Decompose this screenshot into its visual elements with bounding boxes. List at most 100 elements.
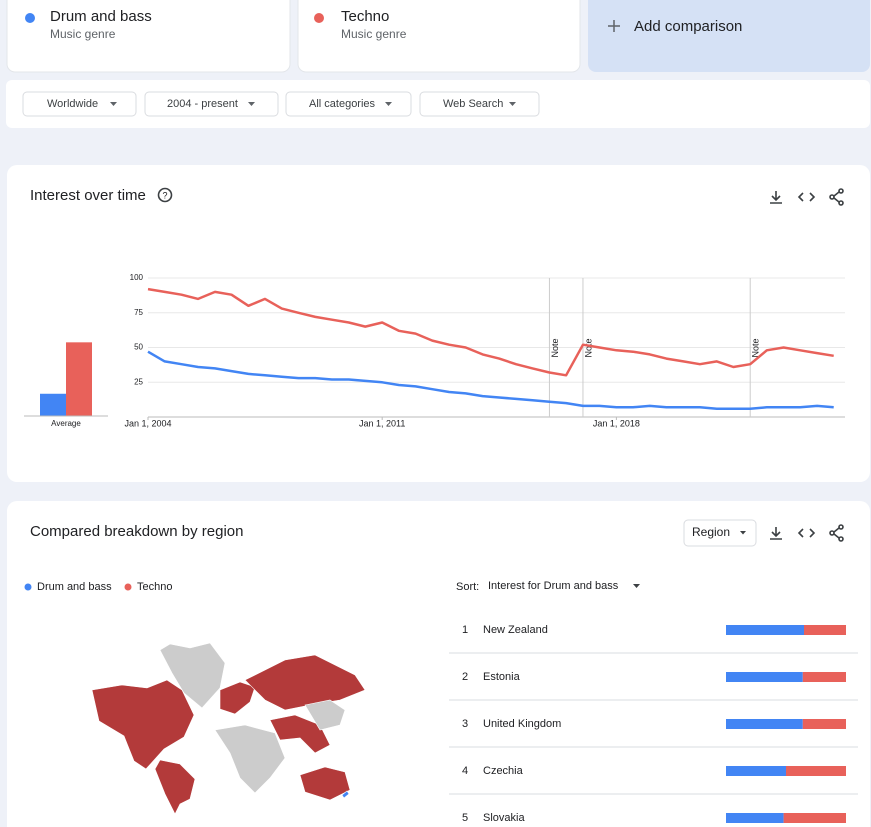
y-tick-label: 100 — [130, 273, 144, 282]
panel — [7, 501, 870, 827]
map-region — [299, 766, 351, 801]
term-subtitle: Music genre — [341, 27, 407, 41]
legend-label: Drum and bass — [37, 581, 112, 593]
row-name: Slovakia — [483, 812, 525, 824]
map-region — [154, 759, 196, 815]
share-node — [838, 524, 844, 530]
share-link — [833, 191, 840, 203]
filter-label: 2004 - present — [167, 98, 238, 110]
share-icon[interactable] — [829, 188, 844, 206]
x-tick-label: Jan 1, 2011 — [359, 418, 405, 428]
map-region — [219, 681, 256, 715]
panel-title: Interest over time — [30, 187, 146, 204]
x-tick-label: Jan 1, 2004 — [124, 418, 171, 428]
y-tick-label: 50 — [134, 343, 143, 352]
row-rank: 3 — [462, 718, 468, 730]
panel-title: Compared breakdown by region — [30, 523, 243, 540]
world-map — [91, 642, 366, 815]
x-tick-label: Jan 1, 2018 — [593, 418, 640, 428]
share-node — [838, 188, 844, 194]
legend-dot — [124, 583, 132, 591]
series-line — [147, 287, 834, 377]
map-region — [304, 699, 346, 731]
share-bar — [802, 719, 846, 729]
series-line — [147, 350, 834, 410]
add-comparison[interactable] — [588, 0, 870, 72]
map-region — [269, 714, 331, 754]
share-bar — [802, 672, 846, 682]
share-bar — [726, 766, 786, 776]
share-node — [829, 194, 835, 200]
region-dropdown[interactable] — [683, 519, 757, 547]
note-label: Note — [583, 338, 593, 357]
term-name: Techno — [341, 8, 389, 25]
dropdown-arrow — [110, 102, 117, 106]
term-card[interactable] — [6, 0, 291, 73]
share-bar — [726, 719, 803, 729]
term-dot — [25, 13, 35, 23]
help-circle — [157, 187, 173, 203]
filter-button[interactable] — [285, 91, 412, 117]
map-region — [91, 679, 195, 770]
filter-button[interactable] — [22, 91, 137, 117]
add-comparison-label: Add comparison — [634, 18, 742, 35]
share-bar — [786, 766, 846, 776]
filter[interactable]: Worldwide 2004 - present All categories … — [22, 91, 540, 117]
plus-icon — [608, 20, 620, 32]
panel — [7, 165, 870, 482]
share-bar — [804, 625, 846, 635]
filter-label: Web Search — [443, 98, 503, 110]
term-card[interactable] — [297, 0, 581, 73]
note-label: Note — [550, 338, 560, 357]
help-icon[interactable]: ? — [157, 187, 173, 203]
dropdown-arrow — [633, 584, 640, 588]
download-icon[interactable] — [770, 191, 782, 204]
share-bar — [783, 813, 846, 823]
help-glyph: ? — [162, 190, 167, 200]
download-icon[interactable] — [770, 527, 782, 540]
note-label: Note — [751, 338, 761, 357]
dropdown-arrow — [509, 102, 516, 106]
legend-dot — [24, 583, 32, 591]
map-region — [341, 790, 350, 799]
embed-icon[interactable] — [797, 528, 816, 538]
share-bar — [726, 813, 784, 823]
row-name: United Kingdom — [483, 718, 561, 730]
dropdown-arrow — [248, 102, 255, 106]
term-name: Drum and bass — [50, 8, 152, 25]
filter-button[interactable] — [144, 91, 279, 117]
row-name: New Zealand — [483, 624, 548, 636]
term-subtitle: Music genre — [50, 27, 116, 41]
share-node — [829, 530, 835, 536]
x-tick-label: Average — [51, 419, 81, 428]
legend-label: Techno — [137, 581, 172, 593]
row-rank: 2 — [462, 671, 468, 683]
filter-label: Worldwide — [47, 98, 98, 110]
share-bar — [726, 672, 803, 682]
y-tick-label: 75 — [134, 308, 143, 317]
row-name: Czechia — [483, 765, 524, 777]
dropdown-arrow — [740, 531, 746, 535]
average-bar — [66, 342, 92, 416]
y-tick-label: 25 — [134, 377, 143, 386]
embed-icon[interactable] — [797, 192, 816, 202]
sort-value[interactable]: Interest for Drum and bass — [488, 580, 619, 592]
region-dropdown-label: Region — [692, 525, 730, 539]
map-region — [244, 654, 366, 711]
dropdown-arrow — [385, 102, 392, 106]
map-region — [214, 724, 286, 794]
filter-button[interactable] — [419, 91, 540, 117]
share-bar — [726, 625, 804, 635]
share-link — [833, 527, 840, 539]
share-node — [838, 200, 844, 206]
row-rank: 5 — [462, 812, 468, 824]
share-icon[interactable] — [829, 524, 844, 542]
row-rank: 1 — [462, 624, 468, 636]
average-bar — [40, 393, 66, 416]
term-dot — [314, 13, 324, 23]
toolbar — [770, 524, 844, 542]
sort-label: Sort: — [456, 581, 479, 593]
share-node — [838, 536, 844, 542]
